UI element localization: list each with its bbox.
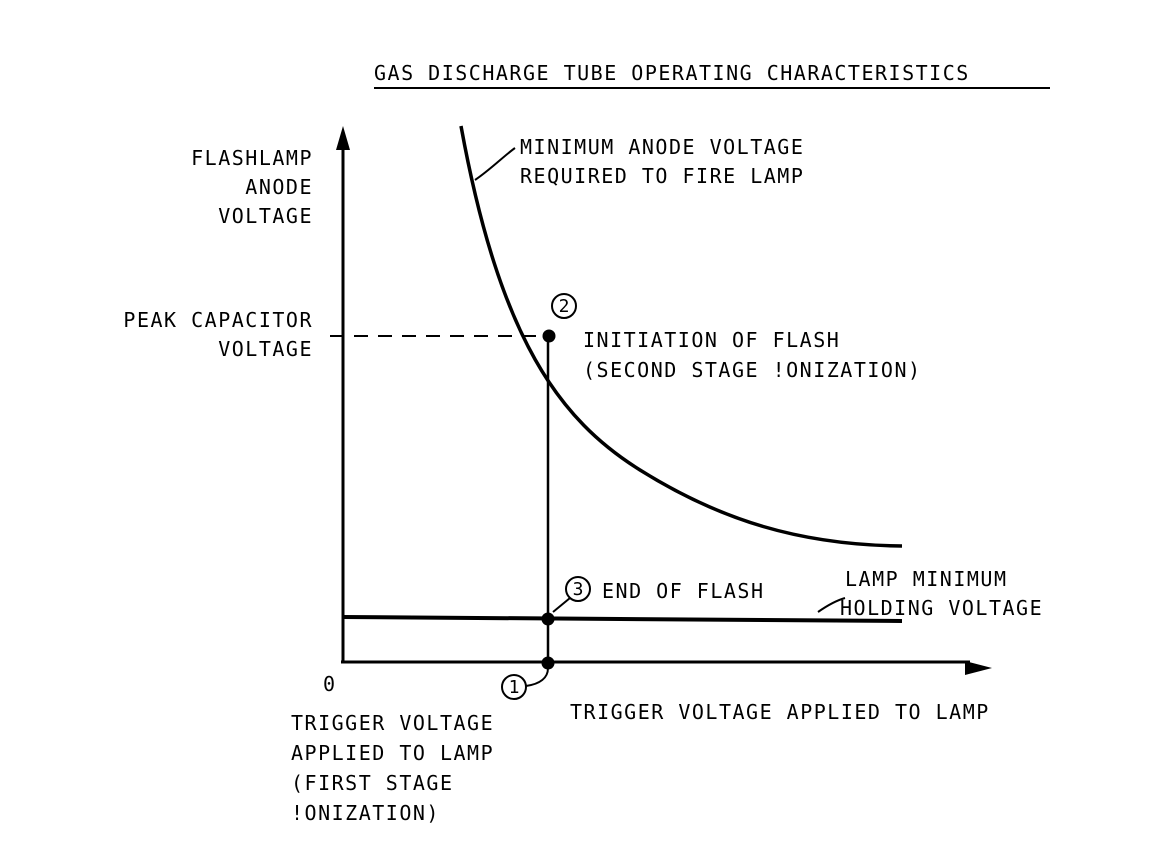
diagram-title: GAS DISCHARGE TUBE OPERATING CHARACTERIS… [374, 61, 970, 85]
holding-label-line-1: LAMP MINIMUM [845, 567, 1008, 591]
peak-capacitor-label-line-2: VOLTAGE [218, 337, 313, 361]
y-axis-label-line-1: FLASHLAMP [191, 146, 313, 170]
point-1-marker [542, 657, 555, 670]
curve-label-line-1: MINIMUM ANODE VOLTAGE [520, 135, 804, 159]
point-2-label-line-2: (SECOND STAGE !ONIZATION) [583, 358, 922, 382]
point-3-leader [553, 598, 570, 612]
point-3-number: 3 [573, 579, 584, 600]
curve-label-leader [475, 148, 515, 180]
origin-label: 0 [323, 672, 337, 696]
point-3-marker [542, 613, 555, 626]
holding-voltage-line [343, 617, 902, 621]
point-1-leader [526, 668, 548, 686]
point-2-marker [543, 330, 556, 343]
y-axis-label-line-2: ANODE [245, 175, 313, 199]
point-1-label-line-2: APPLIED TO LAMP [291, 741, 494, 765]
point-3-label: END OF FLASH [602, 579, 765, 603]
point-1-number: 1 [509, 677, 520, 698]
y-axis-label-line-3: VOLTAGE [218, 204, 313, 228]
holding-label-line-2: HOLDING VOLTAGE [840, 596, 1043, 620]
point-2-label-line-1: INITIATION OF FLASH [583, 328, 840, 352]
point-2-number: 2 [559, 296, 570, 317]
x-axis-label: TRIGGER VOLTAGE APPLIED TO LAMP [570, 700, 990, 724]
curve-label-line-2: REQUIRED TO FIRE LAMP [520, 164, 804, 188]
x-axis-arrowhead [965, 661, 992, 675]
point-1-label-line-4: !ONIZATION) [291, 801, 440, 825]
y-axis-arrowhead [336, 126, 350, 150]
point-1-label-line-3: (FIRST STAGE [291, 771, 454, 795]
point-1-label-line-1: TRIGGER VOLTAGE [291, 711, 494, 735]
peak-capacitor-label-line-1: PEAK CAPACITOR [123, 308, 313, 332]
